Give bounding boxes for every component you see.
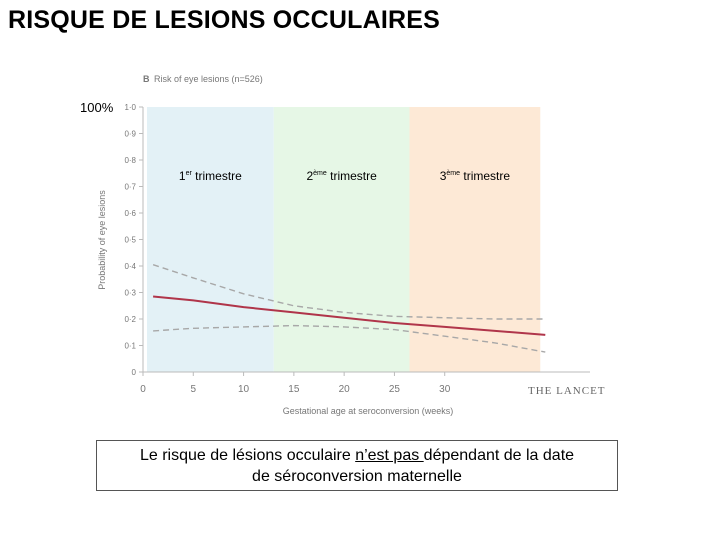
y-tick-label: 0·4 [124,262,136,271]
conclusion-line-2: de séroconversion maternelle [252,468,462,485]
x-tick-label: 0 [140,384,146,395]
slide-title: RISQUE DE LESIONS OCCULAIRES [8,6,441,34]
x-tick-label: 5 [191,384,197,395]
lancet-watermark: THE LANCET [528,385,606,397]
x-tick-label: 15 [288,384,300,395]
series-estimate-line [153,295,546,336]
y-tick-label: 0·5 [124,236,136,245]
y-tick-label: 0·1 [124,342,136,351]
x-tick-label: 25 [389,384,401,395]
chart-title: Risk of eye lesions (n=526) [154,74,263,84]
trimester-band-1 [147,107,274,372]
x-ticks: 0 5 10 15 20 25 30 [140,372,451,395]
y-tick-label: 0·8 [124,156,136,165]
y-tick-label: 0 [132,368,137,377]
trimester-band-3 [409,107,541,372]
y-tick-label: 0·7 [124,183,136,192]
risk-chart: 1er trimestre 2ème trimestre 3ème trimestr… [80,74,606,416]
x-tick-label: 10 [238,384,250,395]
y-tick-label: 0·6 [124,209,136,218]
y-tick-label: 0·2 [124,315,136,324]
trimester-bands [147,107,541,372]
x-tick-label: 30 [439,384,451,395]
x-axis-title: Gestational age at seroconversion (weeks… [283,406,454,416]
trimester-labels: 1er trimestre 2ème trimestre 3ème trimestr… [179,169,510,183]
panel-label: B [143,74,150,84]
x-tick-label: 20 [339,384,351,395]
trimester-label-3: 3ème trimestre [440,169,511,183]
conclusion-underlined: n’est pas [355,447,424,464]
trimester-label-1: 1er trimestre [179,169,242,183]
conclusion-part-2: dépendant de la date [423,447,575,464]
y-ticks: 0 0·1 0·2 0·3 0·4 0·5 0·6 0·7 0·8 0·9 1·0 [124,103,143,377]
trimester-label-2: 2ème trimestre [306,169,377,183]
y-tick-label: 0·9 [124,130,136,139]
y-axis-title: Probability of eye lesions [97,190,107,290]
y-top-annotation: 100% [80,100,114,115]
y-tick-label: 1·0 [124,103,136,112]
series-lower-line [153,324,546,353]
conclusion-box: Le risque de lésions occulaire n’est pas… [96,440,618,491]
conclusion-line-1: Le risque de lésions occulaire n’est pas… [97,445,617,466]
y-tick-label: 0·3 [124,289,136,298]
trimester-band-2 [273,107,410,372]
conclusion-part-1: Le risque de lésions occulaire [139,447,356,464]
series-lines [152,264,546,353]
series-upper-line [152,264,546,320]
